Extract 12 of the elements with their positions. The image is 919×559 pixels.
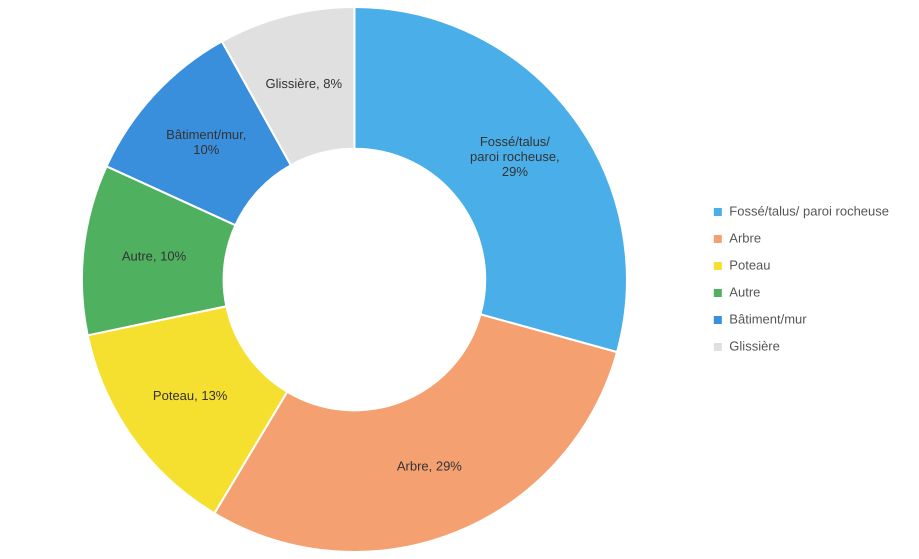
legend-label: Fossé/talus/ paroi rocheuse	[729, 204, 890, 219]
data-label: Fossé/talus/ paroi rocheuse, 29%	[470, 134, 560, 179]
legend-label: Glissière	[729, 338, 780, 354]
data-label: Glissière, 8%	[265, 76, 342, 91]
data-label: Autre, 10%	[122, 248, 187, 264]
data-label: Arbre, 29%	[396, 458, 462, 474]
data-label: Bâtiment/mur, 10%	[166, 126, 246, 157]
legend-label: Autre	[729, 284, 760, 300]
data-label: Poteau, 13%	[152, 388, 228, 404]
legend-label: Poteau	[729, 258, 771, 273]
legend-label: Bâtiment/mur	[729, 312, 808, 327]
legend-label: Arbre	[729, 230, 762, 246]
